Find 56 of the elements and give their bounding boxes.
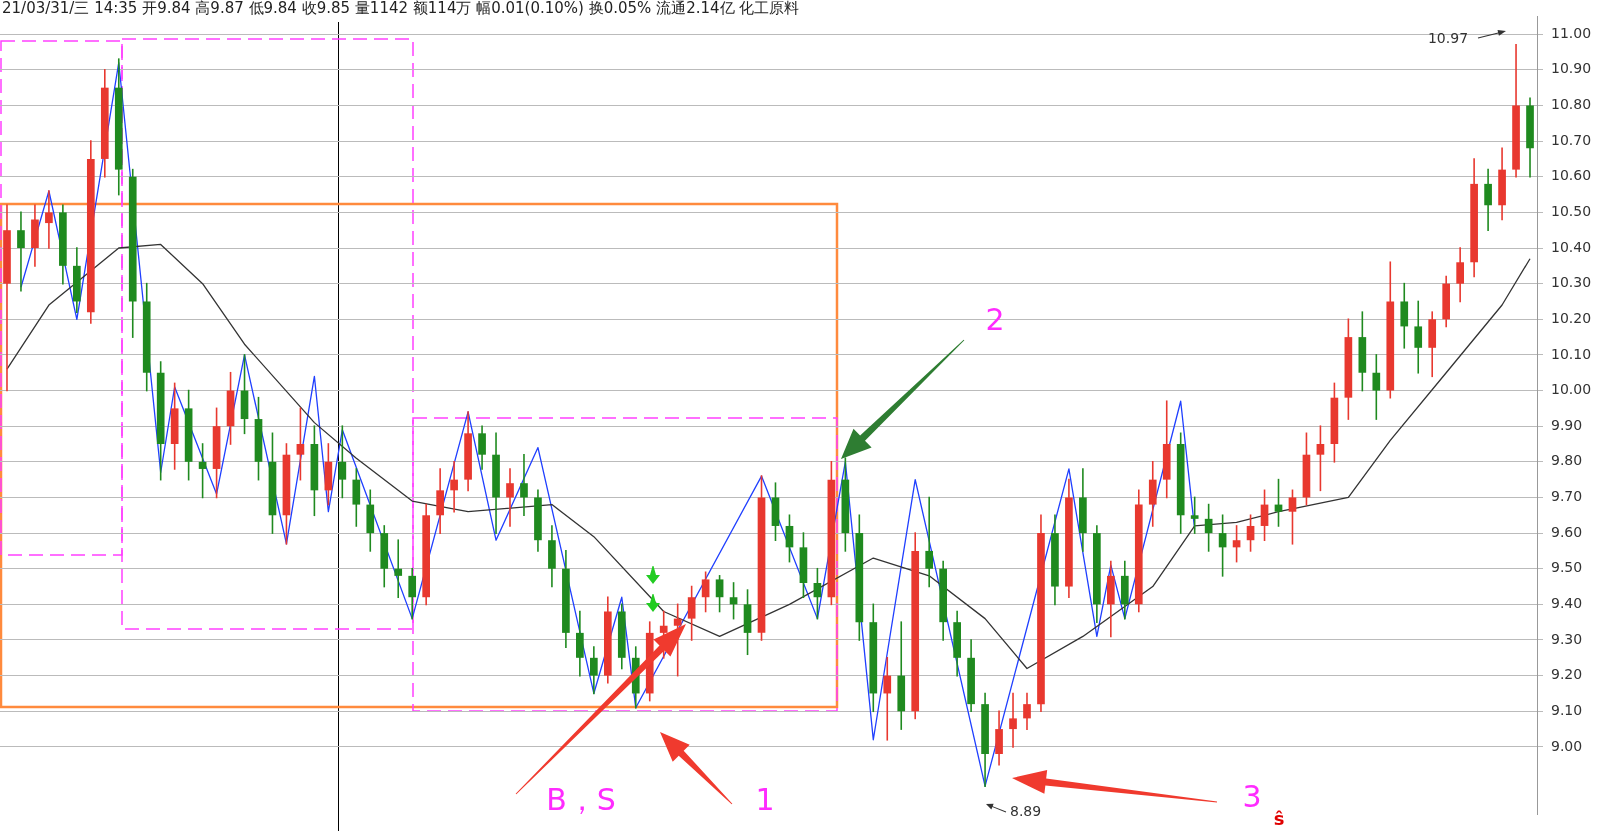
y-tick-label: 9.40 — [1551, 595, 1583, 611]
candlestick — [1456, 247, 1464, 303]
y-tick-label: 10.60 — [1551, 167, 1592, 184]
y-tick-label: 9.50 — [1551, 559, 1583, 576]
annotation: 8.89 — [1010, 802, 1042, 819]
candlestick — [478, 425, 486, 470]
annotation: 2 — [985, 301, 1005, 337]
y-tick-label: 9.30 — [1551, 630, 1583, 647]
candlestick — [1316, 425, 1325, 492]
candlestick — [1484, 168, 1492, 231]
candlestick — [394, 539, 403, 599]
y-tick-label: 10.80 — [1551, 96, 1592, 113]
y-tick-label: 9.10 — [1551, 701, 1583, 718]
candlestick — [520, 453, 528, 517]
y-tick-label: 10.70 — [1551, 131, 1592, 148]
y-tick-label: 10.50 — [1551, 203, 1592, 220]
annotation: B，S — [546, 781, 616, 817]
y-tick-label: 9.80 — [1551, 452, 1583, 469]
candlestick — [450, 461, 458, 513]
y-tick-label: 9.00 — [1551, 737, 1583, 754]
candlestick — [701, 571, 710, 613]
candlestick — [1260, 489, 1269, 542]
y-tick-label: 9.90 — [1551, 416, 1583, 433]
candlestick — [925, 496, 934, 588]
annotation: ŝ — [1273, 807, 1285, 829]
chart-title: 21/03/31/三 14:35 开9.84 高9.87 低9.84 收9.85 量1142 额114万 幅0.01(0.10%) 换0.05% 流通2.14亿 化工原料 — [2, 0, 800, 18]
candlestick — [1023, 692, 1031, 730]
candlestick — [296, 407, 305, 481]
candlestick — [45, 190, 53, 249]
y-tick-label: 10.00 — [1551, 381, 1592, 398]
candlestick — [715, 575, 724, 613]
candlestick — [17, 211, 25, 292]
y-tick-label: 9.70 — [1551, 488, 1583, 505]
y-tick-label: 11.00 — [1551, 24, 1592, 41]
candlestick — [506, 468, 514, 527]
y-tick-label: 10.20 — [1551, 309, 1592, 326]
candlestick — [1372, 354, 1381, 420]
annotation: 1 — [755, 781, 775, 817]
candlestick — [338, 425, 347, 499]
candlestick — [1288, 489, 1297, 545]
candlestick — [687, 585, 696, 641]
annotation: 3 — [1242, 778, 1262, 814]
y-tick-label: 10.40 — [1551, 238, 1592, 255]
candlestick — [883, 657, 892, 741]
candlestick — [785, 514, 794, 563]
y-tick-label: 10.10 — [1551, 345, 1592, 362]
y-tick-label: 9.20 — [1551, 666, 1583, 683]
y-tick-label: 9.60 — [1551, 523, 1583, 540]
candlestick — [1009, 692, 1017, 748]
annotation: 10.97 — [1427, 29, 1469, 46]
candlestick — [1414, 300, 1423, 374]
candlestick — [590, 646, 598, 695]
candlestick — [408, 567, 417, 620]
y-tick-label: 10.90 — [1551, 60, 1592, 77]
candlestick — [1190, 496, 1199, 534]
y-tick-label: 10.30 — [1551, 274, 1592, 291]
